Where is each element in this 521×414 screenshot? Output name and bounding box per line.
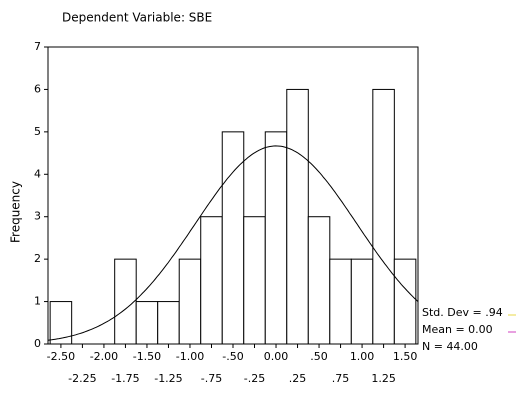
x-tick-label: -2.25 [68,372,96,385]
bar [49,301,73,345]
y-tick-label: 4 [34,167,41,180]
bar [114,258,137,345]
stat-label: Mean = 0.00 [422,323,493,336]
bar [157,301,180,345]
x-tick-label: -2.00 [90,350,118,363]
bar [135,301,159,345]
y-tick-label: 6 [34,82,41,95]
y-tick-label: 0 [34,337,41,350]
chart-title: Dependent Variable: SBE [62,11,212,25]
y-tick-label: 5 [34,125,41,138]
x-tick-label: -1.25 [154,372,182,385]
y-tick-label: 7 [34,40,41,53]
x-tick-label: .25 [289,372,307,385]
bar [286,88,309,345]
x-tick-label: .75 [332,372,350,385]
bar [350,258,374,345]
bar [264,131,288,345]
y-tick-label: 2 [34,252,41,265]
x-tick-label: .50 [310,350,328,363]
x-tick-label: -2.50 [47,350,75,363]
x-tick-label: -.75 [201,372,222,385]
bar [329,258,352,345]
y-axis-label: Frequency [9,181,23,243]
normal-curve [47,145,419,341]
y-tick-label: 1 [34,295,41,308]
x-tick-label: 1.50 [393,350,418,363]
bar [393,258,417,345]
bar [372,88,395,345]
x-tick-label: -1.50 [133,350,161,363]
x-tick-label: -1.00 [176,350,204,363]
y-tick-label: 3 [34,210,41,223]
bar [200,216,223,345]
bar [243,216,266,345]
x-tick-label: -.50 [222,350,243,363]
stat-label: Std. Dev = .94 [422,306,503,319]
x-tick-label: 0.00 [264,350,289,363]
x-tick-label: -1.75 [111,372,139,385]
bar [307,216,331,345]
bar [178,258,202,345]
x-tick-label: -.25 [244,372,265,385]
x-tick-label: 1.25 [371,372,396,385]
x-tick-label: 1.00 [350,350,375,363]
stat-label: N = 44.00 [422,340,478,353]
